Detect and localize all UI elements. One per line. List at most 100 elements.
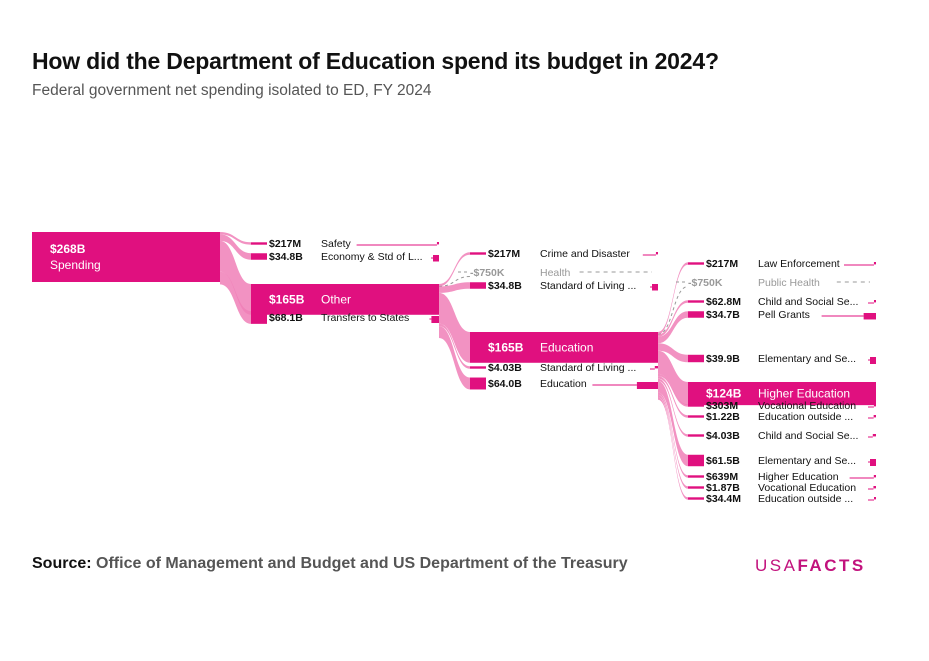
- node-label-voc2: Vocational Education: [758, 482, 856, 494]
- node-label-child2: Child and Social Se...: [758, 430, 858, 442]
- node-endbar-elem1: [870, 357, 876, 364]
- node-endbar-sol2: [654, 366, 658, 369]
- node-label-health: Health: [540, 267, 571, 279]
- node-value-eduout2: $34.4M: [706, 493, 741, 505]
- link-edu2: [439, 326, 470, 390]
- node-label-safety: Safety: [321, 238, 352, 250]
- link-elem2: [658, 381, 688, 467]
- node-endbar-law: [873, 262, 876, 265]
- link-voc2: [658, 394, 688, 489]
- node-endbar-eduout1: [873, 415, 876, 418]
- link-safety: [220, 232, 251, 245]
- node-mark-elem2: [688, 454, 704, 467]
- node-label-child1: Child and Social Se...: [758, 296, 858, 308]
- node-label-other: Other: [321, 292, 351, 306]
- node-label-econ: Economy & Std of L...: [321, 251, 423, 263]
- node-endbar-edu2: [636, 382, 658, 389]
- node-label-eduout1: Education outside ...: [758, 411, 853, 423]
- node-value-voc1: $303M: [706, 400, 738, 412]
- link-higher1: [658, 350, 688, 406]
- node-label-elem2: Elementary and Se...: [758, 455, 856, 467]
- link-sol2: [439, 323, 470, 369]
- node-endbar-eduout2: [873, 497, 876, 500]
- node-label-higher1: Higher Education: [758, 387, 850, 401]
- node-mark-voc2: [688, 486, 704, 489]
- link-law: [658, 262, 688, 335]
- node-mark-child2: [688, 434, 704, 437]
- link-crime: [439, 252, 470, 287]
- node-value-crime: $217M: [488, 248, 520, 260]
- node-value-sol1: $34.8B: [488, 280, 522, 292]
- node-endbar-safety: [436, 242, 439, 245]
- usafacts-logo: USAFACTS: [755, 556, 866, 576]
- node-label-root: Spending: [50, 258, 101, 272]
- node-label-pell: Pell Grants: [758, 309, 810, 321]
- node-value-law: $217M: [706, 258, 738, 270]
- node-value-pell: $34.7B: [706, 309, 740, 321]
- source-text: Office of Management and Budget and US D…: [96, 555, 628, 572]
- node-value-edu2: $64.0B: [488, 378, 522, 390]
- link-higher2: [658, 392, 688, 478]
- node-mark-econ: [251, 253, 267, 260]
- node-bar-higher1: [688, 382, 876, 406]
- logo-usa: USA: [755, 556, 798, 575]
- node-label-transfers: Transfers to States: [321, 312, 409, 324]
- node-label-voc1: Vocational Education: [758, 400, 856, 412]
- node-value-health: -$750K: [470, 267, 505, 279]
- node-mark-safety: [251, 242, 267, 245]
- node-bar-root: [32, 232, 220, 282]
- node-label-edu2: Education: [540, 378, 587, 390]
- link-elem1: [658, 343, 688, 363]
- node-endbar-child2: [872, 434, 876, 437]
- sankey-nodes: $268B Spending $217M Safety $34.8B Economy & …: [32, 232, 876, 505]
- node-value-child2: $4.03B: [706, 430, 740, 442]
- node-label-crime: Crime and Disaster: [540, 248, 630, 260]
- node-value-higher2: $639M: [706, 471, 738, 483]
- link-pell: [658, 311, 688, 344]
- node-label-elem1: Elementary and Se...: [758, 353, 856, 365]
- node-value-eduout1: $1.22B: [706, 411, 740, 423]
- node-label-higher2: Higher Education: [758, 471, 839, 483]
- node-value-pubhealth: -$750K: [688, 277, 723, 289]
- chart-title: How did the Department of Education spen…: [32, 48, 719, 74]
- node-mark-eduout1: [688, 415, 704, 418]
- link-voc1: [658, 373, 688, 407]
- source-label: Source:: [32, 555, 92, 572]
- link-eduout1: [658, 376, 688, 418]
- node-mark-higher2: [688, 475, 704, 478]
- node-endbar-voc1: [873, 404, 876, 407]
- link-eduout2: [658, 397, 688, 500]
- link-pubhealth: [657, 286, 689, 335]
- source-note: Source: Office of Management and Budget …: [32, 555, 628, 573]
- node-endbar-higher2: [873, 475, 876, 478]
- node-value-voc2: $1.87B: [706, 482, 740, 494]
- node-value-sol2: $4.03B: [488, 362, 522, 374]
- node-mark-edu2: [470, 377, 486, 390]
- chart-subtitle: Federal government net spending isolated…: [32, 82, 432, 99]
- node-endbar-voc2: [873, 486, 876, 489]
- node-value-econ: $34.8B: [269, 251, 303, 263]
- node-mark-law: [688, 262, 704, 265]
- link-econ: [220, 234, 251, 260]
- node-endbar-crime: [655, 252, 658, 255]
- node-mark-eduout2: [688, 497, 704, 500]
- node-value-other: $165B: [269, 292, 305, 306]
- node-endbar-transfers: [431, 316, 439, 323]
- node-mark-sol1: [470, 282, 486, 289]
- link-child2: [658, 378, 688, 437]
- node-value-root: $268B: [50, 242, 86, 256]
- node-mark-voc1: [688, 404, 704, 407]
- link-sol1: [439, 282, 470, 293]
- node-endbar-child1: [873, 300, 876, 303]
- node-endbar-econ: [433, 255, 439, 262]
- node-mark-child1: [688, 300, 704, 303]
- logo-facts: FACTS: [797, 556, 866, 575]
- sankey-links: [220, 232, 689, 500]
- link-education: [439, 292, 470, 363]
- node-mark-transfers: [251, 311, 267, 324]
- node-value-elem1: $39.9B: [706, 353, 740, 365]
- node-label-education: Education: [540, 340, 593, 354]
- node-value-transfers: $68.1B: [269, 312, 303, 324]
- node-bar-other: [251, 284, 439, 315]
